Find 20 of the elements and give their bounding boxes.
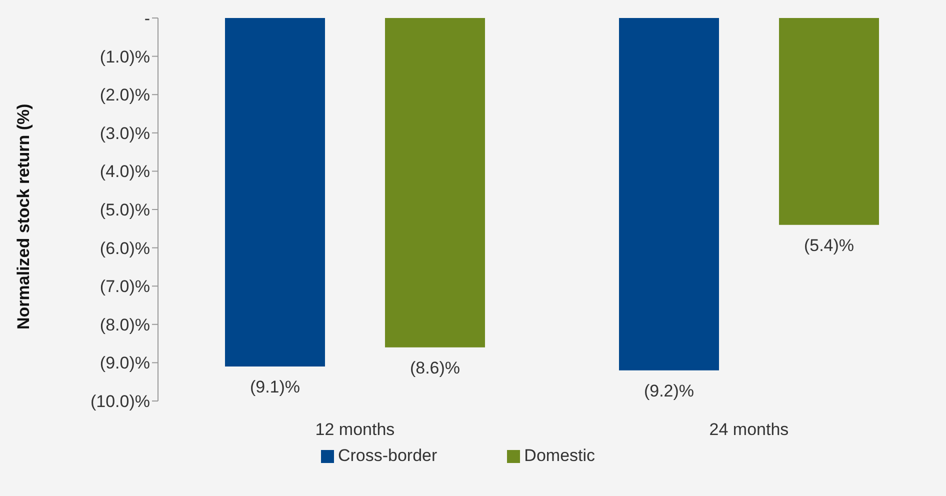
y-tick-label: (6.0)%	[100, 238, 150, 258]
data-label: (9.2)%	[644, 381, 694, 400]
y-tick-label: (5.0)%	[100, 200, 150, 220]
data-label: (8.6)%	[410, 358, 460, 378]
y-tick-label: (8.0)%	[100, 315, 150, 334]
y-tick-label: (2.0)%	[100, 86, 150, 105]
x-tick-label: 12 months	[315, 420, 395, 440]
y-tick-label: (10.0)%	[90, 392, 150, 412]
x-tick-label: 24 months	[709, 420, 789, 440]
data-label: (5.4)%	[804, 236, 854, 255]
data-label: (9.1)%	[250, 378, 300, 397]
y-tick-label: (3.0)%	[100, 124, 150, 143]
legend-label: Domestic	[524, 446, 596, 465]
y-axis-title: Normalized stock return (%)	[14, 104, 34, 330]
legend-label: Cross-border	[338, 446, 438, 465]
y-tick-label: (4.0)%	[100, 162, 150, 182]
y-tick-label: (7.0)%	[100, 277, 150, 296]
y-tick-label: (9.0)%	[100, 354, 150, 373]
y-tick-label: (1.0)%	[100, 47, 150, 66]
y-tick-label: -	[144, 9, 150, 28]
